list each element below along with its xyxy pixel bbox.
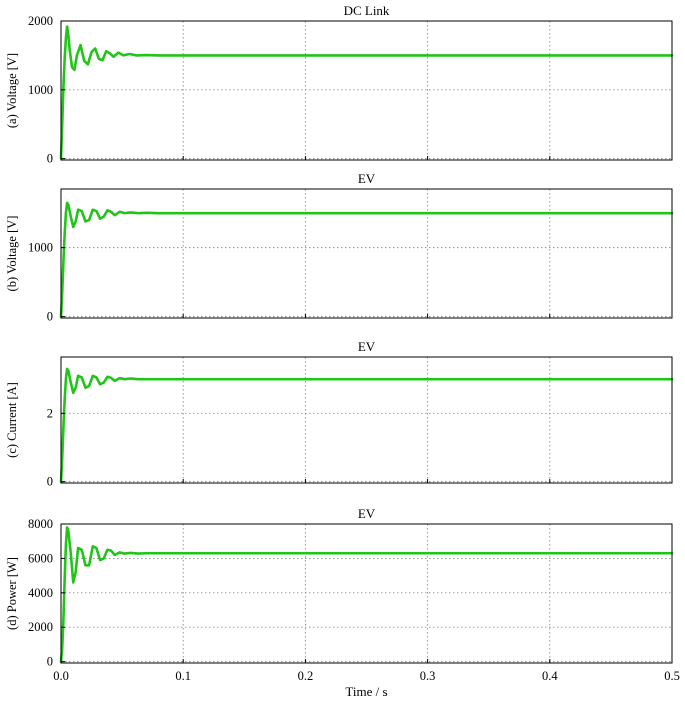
chart-panel-4: EV 0 2000 4000 6000 8000 (d) Power [W] 0.0 0.1 0.… [5,506,680,699]
y-tick-label: 4000 [28,586,53,600]
y-axis-label: (b) Voltage [V] [5,216,19,292]
chart-title: EV [358,171,376,186]
y-tick-label: 2000 [28,620,53,634]
y-tick-label: 2 [47,406,53,420]
y-tick-label: 0 [47,152,53,166]
y-axis-label: (a) Voltage [V] [5,53,19,128]
x-tick-label: 0.2 [298,669,314,683]
y-axis-label: (d) Power [W] [5,557,19,630]
y-tick-label: 0 [47,475,53,489]
plot-frame [60,20,673,161]
y-tick-label: 1000 [28,241,53,255]
x-tick-label: 0.1 [175,669,191,683]
chart-panel-3: EV 0 2 (c) Current [A] [5,339,674,489]
x-tick-label: 0.0 [53,669,69,683]
plot-frame [60,188,673,319]
chart-panel-2: EV 0 1000 (b) Voltage [V] [5,171,674,324]
x-tick-label: 0.5 [664,669,680,683]
x-tick-label: 0.4 [542,669,558,683]
y-tick-label: 0 [47,310,53,324]
series-line-1 [59,201,674,318]
chart-panel-1: DC Link 0 1000 2000 (a) Voltage [V] [5,3,674,166]
y-tick-label: 2000 [28,14,53,28]
series-line-1 [59,25,674,160]
series-line-1 [59,367,674,483]
y-tick-label: 6000 [28,551,53,565]
chart-title: EV [358,506,376,521]
y-tick-label: 0 [47,655,53,669]
series-line-1 [59,526,674,663]
chart-title: EV [358,339,376,354]
y-tick-label: 8000 [28,517,53,531]
y-tick-label: 1000 [28,83,53,97]
plot-frame [60,356,673,484]
plot-frame [60,523,673,664]
chart-title: DC Link [344,3,390,18]
y-axis-label: (c) Current [A] [5,382,19,458]
x-axis-label: Time / s [345,684,387,699]
x-tick-label: 0.3 [420,669,436,683]
